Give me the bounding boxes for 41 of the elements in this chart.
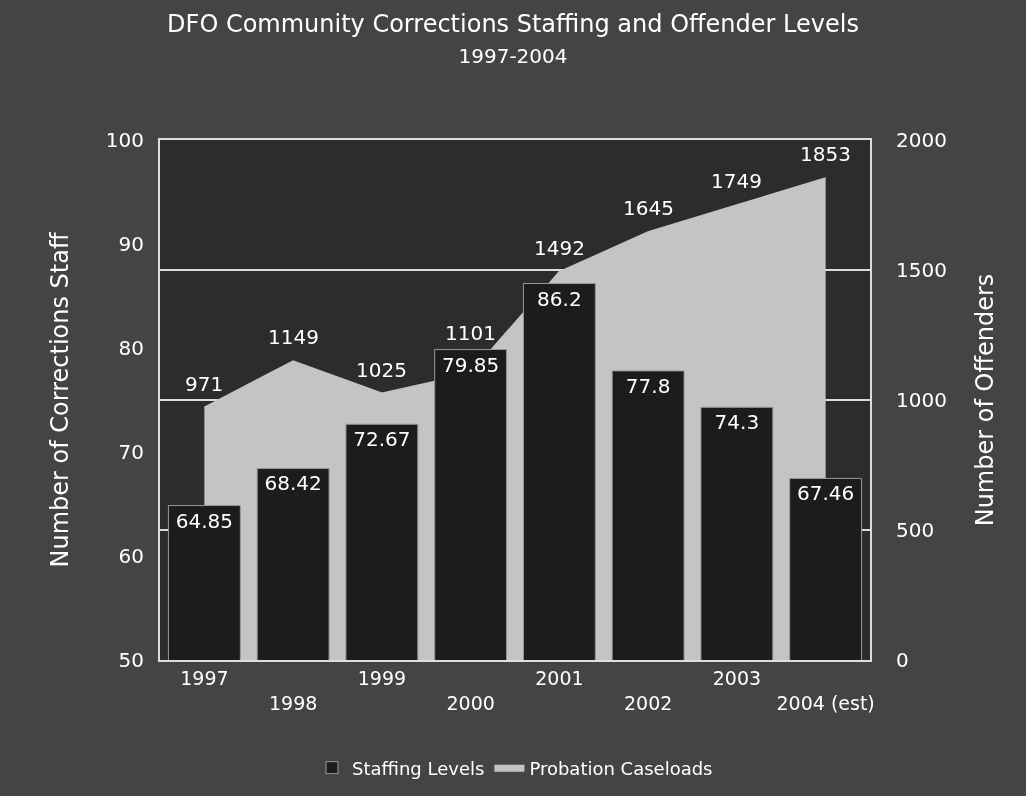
x-tick-label: 1998: [268, 691, 318, 714]
chart-subtitle: 1997-2004: [458, 44, 568, 69]
data-label: 1645: [623, 196, 674, 220]
y-tick-label: 50: [118, 648, 144, 672]
data-label: 86.2: [537, 286, 582, 311]
data-label: 79.85: [441, 352, 500, 377]
y2-tick-label: 1500: [896, 258, 947, 282]
y-tick-label: 80: [118, 336, 144, 360]
y-tick-label: 60: [118, 544, 144, 568]
y2-tick-label: 0: [896, 648, 909, 672]
data-label: 1492: [534, 236, 585, 260]
data-label: 72.67: [353, 427, 411, 452]
x-tick-label: 2002: [623, 691, 673, 714]
data-label: 74.3: [714, 410, 760, 435]
x-tick-label: 2004 (est): [776, 691, 875, 714]
data-label: 1853: [800, 142, 851, 166]
y2-tick-label: 500: [896, 518, 935, 542]
data-label: 1025: [356, 358, 407, 382]
y2-axis-title: Number of Offenders: [970, 273, 999, 527]
x-tick-label: 1999: [357, 666, 407, 689]
data-label: 68.42: [264, 471, 322, 496]
data-label: 77.8: [625, 373, 671, 398]
y2-tick-label: 1000: [896, 388, 947, 412]
data-label: 971: [185, 372, 224, 396]
data-label: 64.85: [175, 508, 234, 533]
x-tick-label: 2003: [712, 666, 762, 689]
x-tick-label: 1997: [180, 666, 229, 689]
data-label: 1149: [268, 325, 319, 349]
y-tick-label: 100: [105, 128, 144, 152]
data-label: 1749: [711, 169, 762, 193]
chart-title: DFO Community Corrections Staffing and Offender Levels: [167, 9, 859, 38]
legend-label: Staffing Levels: [352, 757, 485, 779]
y2-tick-label: 2000: [896, 128, 947, 152]
y-axis-title: Number of Corrections Staff: [46, 232, 75, 568]
legend-label: Probation Caseloads: [529, 757, 713, 779]
x-tick-label: 2001: [535, 666, 584, 689]
data-label: 1101: [445, 321, 496, 345]
x-tick-label: 2000: [446, 691, 495, 714]
data-label: 67.46: [796, 481, 855, 506]
y-tick-label: 90: [118, 232, 144, 256]
y-tick-label: 70: [118, 440, 144, 464]
